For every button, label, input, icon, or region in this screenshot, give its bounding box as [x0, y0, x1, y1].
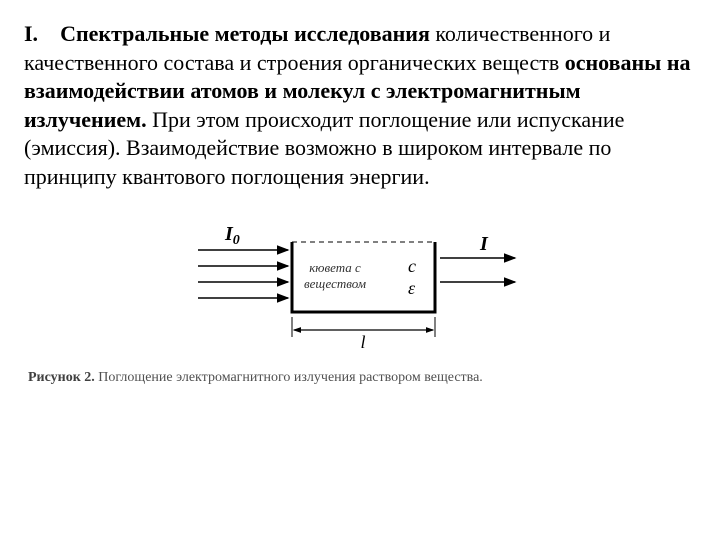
cuvette-text-2: веществом [304, 276, 366, 291]
absorption-diagram: кювета с веществом c ε I0 I l [170, 222, 550, 352]
l-label: l [360, 332, 365, 352]
main-paragraph: I. Спектральные методы исследования коли… [24, 20, 696, 192]
cuvette-text-1: кювета с [309, 260, 361, 275]
caption-text: Поглощение электромагнитного излучения р… [95, 370, 483, 385]
section-numeral: I. [24, 21, 38, 46]
eps-label: ε [408, 278, 416, 298]
i-label: I [479, 233, 489, 255]
i0-label: I0 [224, 223, 240, 248]
section-title: Спектральные методы исследования [60, 21, 430, 46]
caption-label: Рисунок 2. [28, 370, 95, 385]
figure-caption: Рисунок 2. Поглощение электромагнитного … [20, 370, 700, 386]
c-label: c [408, 256, 416, 276]
diagram-container: кювета с веществом c ε I0 I l Рисунок 2.… [24, 222, 696, 386]
